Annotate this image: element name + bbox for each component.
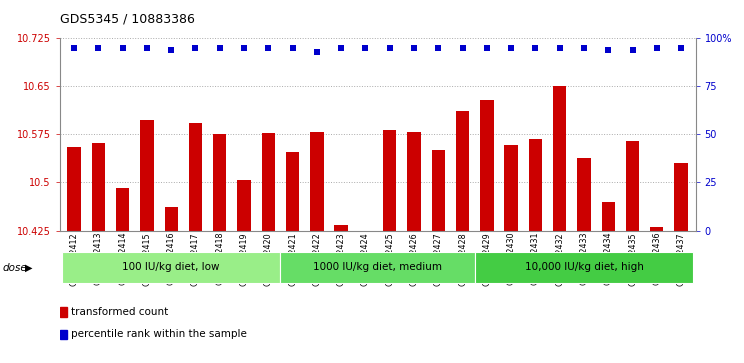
Point	[263, 45, 275, 50]
Text: ▶: ▶	[25, 263, 32, 273]
Bar	[504, 145, 518, 231]
Bar	[475, 252, 693, 283]
Bar	[626, 141, 639, 231]
Point	[408, 45, 420, 50]
Point	[457, 45, 469, 50]
Bar	[432, 150, 445, 231]
Bar	[213, 134, 226, 231]
Point	[165, 48, 177, 53]
Bar	[141, 119, 153, 231]
Point	[432, 45, 444, 50]
Point	[117, 45, 129, 50]
Bar	[189, 123, 202, 231]
Bar	[407, 132, 420, 231]
Point	[214, 45, 225, 50]
Point	[578, 45, 590, 50]
Bar	[383, 130, 397, 231]
Bar	[286, 152, 299, 231]
Bar	[335, 225, 348, 231]
Text: transformed count: transformed count	[71, 307, 168, 317]
Point	[554, 45, 565, 50]
Point	[92, 45, 104, 50]
Point	[384, 45, 396, 50]
Text: percentile rank within the sample: percentile rank within the sample	[71, 329, 246, 339]
Point	[141, 45, 153, 50]
Bar	[553, 86, 566, 231]
Bar	[456, 111, 469, 231]
Text: GDS5345 / 10883386: GDS5345 / 10883386	[60, 13, 194, 26]
Point	[336, 45, 347, 50]
Text: dose: dose	[2, 263, 27, 273]
Bar	[237, 180, 251, 231]
Point	[481, 45, 493, 50]
Point	[68, 45, 80, 50]
Point	[603, 48, 615, 53]
Bar	[310, 132, 324, 231]
Point	[238, 45, 250, 50]
Text: 10,000 IU/kg diet, high: 10,000 IU/kg diet, high	[525, 262, 644, 272]
Bar	[92, 143, 105, 231]
Bar	[62, 252, 280, 283]
Bar	[280, 252, 475, 283]
Bar	[164, 207, 178, 231]
Bar	[68, 147, 81, 231]
Point	[530, 45, 542, 50]
Point	[190, 45, 202, 50]
Point	[651, 45, 663, 50]
Bar	[674, 163, 687, 231]
Bar	[602, 201, 615, 231]
Text: 1000 IU/kg diet, medium: 1000 IU/kg diet, medium	[313, 262, 442, 272]
Bar	[116, 188, 129, 231]
Point	[626, 48, 638, 53]
Point	[675, 45, 687, 50]
Bar	[480, 100, 493, 231]
Bar	[60, 307, 68, 317]
Point	[286, 45, 298, 50]
Text: 100 IU/kg diet, low: 100 IU/kg diet, low	[123, 262, 220, 272]
Bar	[262, 133, 275, 231]
Point	[359, 45, 371, 50]
Point	[311, 49, 323, 54]
Bar	[650, 227, 664, 231]
Bar	[529, 139, 542, 231]
Bar	[577, 158, 591, 231]
Bar	[60, 330, 68, 339]
Point	[505, 45, 517, 50]
